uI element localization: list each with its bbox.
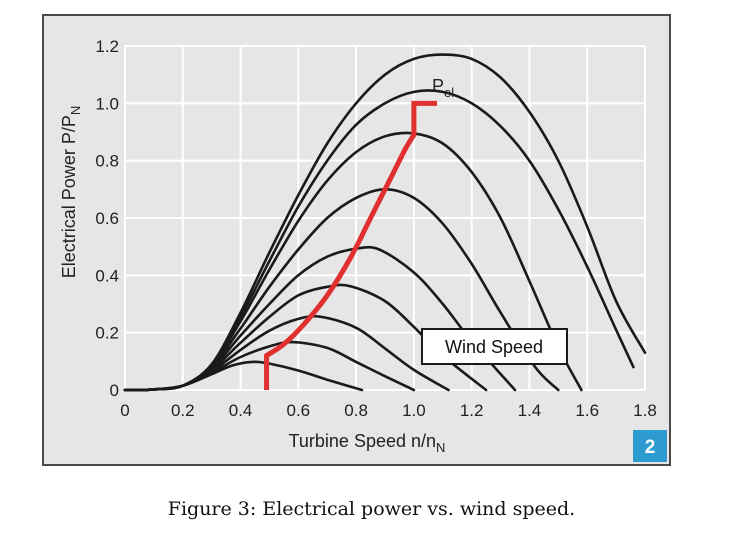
- figure-panel: 0 0.2 0.4 0.6 0.8 1.0 1.2 1.4 1.6 1.8 0 0.2 0.4 0.6 0.…: [42, 14, 671, 466]
- x-tick-label: 1.8: [633, 401, 657, 420]
- y-tick-label: 0.6: [95, 209, 119, 228]
- x-tick-label: 0.4: [229, 401, 253, 420]
- figure-badge-number: 2: [645, 437, 656, 458]
- electrical-power-curve: [264, 100, 437, 390]
- x-tick-label: 0: [120, 401, 129, 420]
- wind-speed-curve-9: [123, 89, 635, 392]
- x-tick-label: 0.8: [344, 401, 368, 420]
- y-tick-label: 1.0: [95, 94, 119, 113]
- x-tick-label: 1.2: [460, 401, 484, 420]
- wind-speed-annotation: Wind Speed: [421, 328, 568, 365]
- x-axis-label: Turbine Speed n/nN: [289, 431, 446, 455]
- pel-label: Pel: [432, 76, 454, 100]
- wind-speed-curves: [123, 53, 647, 392]
- x-tick-label: 1.6: [575, 401, 599, 420]
- wind-speed-box: [421, 328, 568, 365]
- x-tick-label: 0.2: [171, 401, 195, 420]
- x-tick-label: 1.0: [402, 401, 426, 420]
- chart: 0 0.2 0.4 0.6 0.8 1.0 1.2 1.4 1.6 1.8 0 0.2 0.4 0.6 0.…: [59, 37, 667, 462]
- wind-speed-label: Wind Speed: [445, 337, 543, 357]
- x-tick-label: 0.6: [287, 401, 311, 420]
- y-axis-label: Electrical Power P/PN: [59, 106, 83, 278]
- power-curve-layer: [264, 100, 437, 390]
- y-tick-label: 0.8: [95, 152, 119, 171]
- x-tick-label: 1.4: [518, 401, 542, 420]
- y-tick-label: 0.2: [95, 324, 119, 343]
- y-tick-label: 0.4: [95, 266, 119, 285]
- y-tick-label: 0: [110, 381, 119, 400]
- figure-caption: Figure 3: Electrical power vs. wind spee…: [167, 498, 576, 520]
- figure-badge-bg: [633, 430, 667, 462]
- figure-badge: 2: [633, 430, 667, 462]
- y-tick-label: 1.2: [95, 37, 119, 56]
- tick-labels: 0 0.2 0.4 0.6 0.8 1.0 1.2 1.4 1.6 1.8 0 0.2 0.4 0.6 0.…: [95, 37, 656, 420]
